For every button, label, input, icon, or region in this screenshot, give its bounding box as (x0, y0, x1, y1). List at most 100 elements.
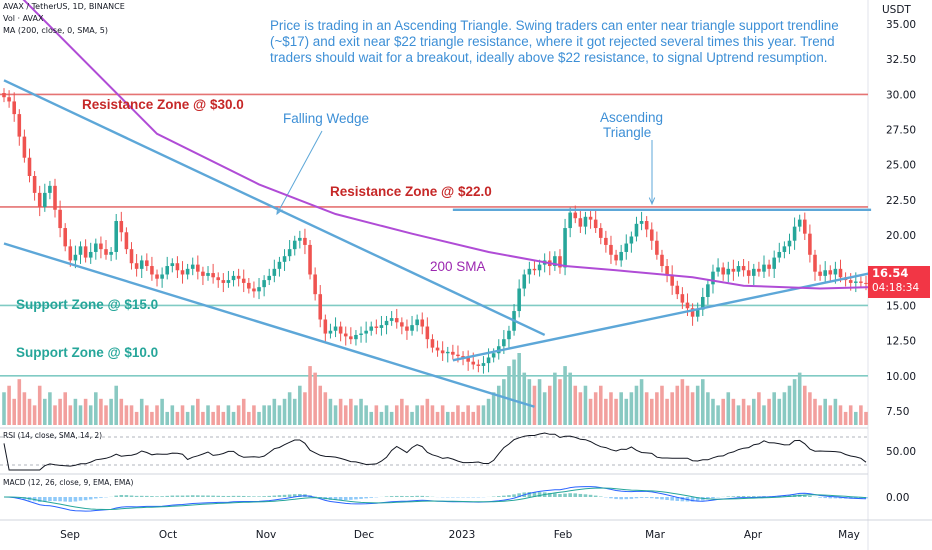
volume-bar (155, 405, 159, 425)
candle-body (670, 274, 674, 286)
candle (741, 259, 746, 277)
rsi-line (3, 432, 867, 471)
volume-bar (578, 392, 583, 425)
candle-body (660, 254, 664, 267)
candle-body (99, 243, 103, 250)
candle (196, 255, 200, 280)
macd-histogram-bar (349, 497, 353, 500)
ascending-triangle-label-1: Ascending (600, 110, 664, 125)
candle (99, 236, 103, 259)
candle-body (104, 249, 108, 255)
macd-histogram-bar (73, 497, 78, 502)
y-tick-label: 27.50 (886, 125, 916, 137)
candle-body (272, 268, 277, 276)
candle (104, 240, 108, 260)
macd-histogram-bar (58, 497, 62, 502)
candle-body (206, 273, 210, 276)
candle-body (226, 280, 231, 283)
volume-bar (512, 359, 516, 425)
candle (405, 319, 409, 340)
candle-body (573, 212, 578, 219)
candle-body (721, 267, 725, 275)
volume-bar (435, 411, 440, 425)
candle (139, 255, 144, 278)
macd-histogram-bar (328, 497, 333, 500)
candle-body (145, 260, 149, 267)
volume-bar (670, 392, 674, 425)
macd-histogram-bar (624, 497, 629, 500)
candle (792, 217, 797, 250)
candle-body (379, 325, 384, 328)
volume-bar (848, 405, 853, 425)
macd-histogram-bar (333, 497, 338, 501)
volume-bar (170, 405, 175, 425)
candle (726, 261, 731, 283)
candle-body (160, 274, 164, 279)
candle-body (333, 326, 338, 331)
candle (323, 314, 328, 343)
candle (818, 264, 822, 281)
macd-histogram-bar (690, 497, 695, 502)
candle (425, 317, 430, 349)
macd-histogram-bar (364, 497, 368, 499)
candle (379, 315, 384, 336)
volume-bar (675, 385, 680, 425)
volume-bar (354, 405, 358, 425)
candle-body (813, 254, 817, 272)
y-tick-label: 32.50 (886, 54, 916, 66)
macd-histogram-bar (833, 497, 838, 499)
volume-bar (267, 405, 272, 425)
candle (12, 92, 16, 122)
last-price: 16.54 (872, 266, 909, 280)
volume-bar (2, 392, 6, 425)
macd-histogram-bar (425, 496, 430, 497)
candle-body (221, 280, 226, 283)
candle-body (440, 350, 445, 354)
candle (308, 240, 312, 280)
candle-body (257, 287, 261, 292)
x-tick-label: Apr (744, 529, 763, 541)
candle-body (823, 270, 827, 276)
candle (634, 216, 639, 242)
candle (711, 264, 715, 294)
candle-body (624, 243, 629, 252)
macd-histogram-bar (221, 495, 226, 497)
last-price-tag: 16.54 04:18:34 (868, 266, 930, 298)
candle (374, 319, 379, 335)
candle-body (762, 264, 766, 272)
macd-histogram-bar (537, 492, 542, 497)
volume-bar (221, 411, 226, 425)
axis-layer: 35.0032.5030.0027.5025.0022.5020.0017.50… (60, 19, 916, 541)
macd-histogram-bar (241, 495, 246, 497)
candle-body (109, 251, 113, 255)
candle (170, 258, 175, 273)
candle (435, 340, 440, 357)
macd-histogram-bar (211, 495, 215, 497)
x-tick-label: May (838, 529, 860, 541)
volume-bar (7, 385, 11, 425)
candle-body (134, 263, 139, 269)
candle (706, 279, 710, 305)
candle (507, 325, 511, 349)
volume-bar (430, 405, 435, 425)
volume-bar (400, 398, 404, 425)
volume-bar (206, 405, 210, 425)
candle (68, 239, 73, 267)
candle (797, 214, 802, 232)
macd-histogram-bar (828, 497, 833, 499)
x-tick-label: Dec (354, 529, 375, 541)
candle-body (752, 268, 756, 276)
candle-body (767, 264, 771, 269)
candle (226, 270, 231, 288)
candle-body (782, 246, 787, 252)
macd-histogram-bar (864, 497, 868, 499)
x-tick-label: Nov (256, 529, 277, 541)
candle-body (180, 270, 185, 275)
candle-body (629, 236, 634, 244)
candle-body (185, 268, 190, 275)
candle-body (695, 309, 700, 317)
macd-histogram-bar (99, 497, 103, 498)
volume-bar (175, 411, 180, 425)
candle (481, 356, 486, 374)
candle-body (252, 288, 256, 292)
